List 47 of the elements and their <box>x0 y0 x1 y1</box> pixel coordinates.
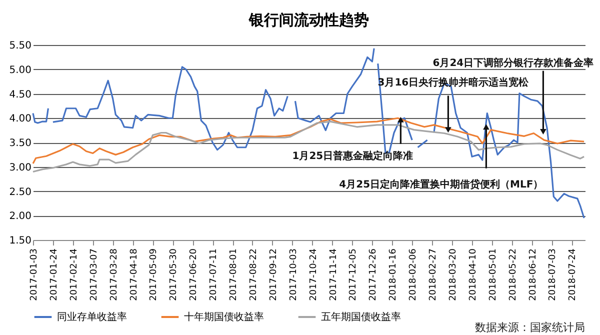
y-tick-label: 4.50 <box>9 89 32 100</box>
x-tick-label: 2017-05-30 <box>169 248 180 301</box>
x-tick-label: 2018-07-24 <box>568 248 578 301</box>
x-tick-label: 2017-12-05 <box>348 248 359 301</box>
x-tick-label: 2017-02-14 <box>69 248 80 301</box>
x-tick-label: 2018-03-20 <box>448 248 458 301</box>
y-tick-label: 3.00 <box>9 162 32 174</box>
x-tick-label: 2017-12-26 <box>368 248 379 301</box>
x-tick-label: 2017-08-01 <box>229 248 240 301</box>
x-tick-label: 2017-01-24 <box>49 248 60 301</box>
annotation: 6月24日下调部分银行存款准备金率 <box>432 56 594 69</box>
y-tick-label: 3.50 <box>9 138 32 149</box>
x-tick-label: 2018-05-01 <box>488 248 498 301</box>
x-tick-label: 2017-06-20 <box>189 248 200 301</box>
y-tick-label: 2.50 <box>9 186 32 198</box>
x-tick-label: 2017-09-12 <box>268 248 279 301</box>
chart-title: 银行间流动性趋势 <box>248 11 369 29</box>
y-tick-label: 5.50 <box>9 40 32 52</box>
x-tick-label: 2017-11-14 <box>328 248 339 301</box>
y-tick-label: 2.00 <box>9 211 32 222</box>
x-tick-label: 2018-01-16 <box>388 248 399 301</box>
legend-label: 十年期国债收益率 <box>184 311 264 323</box>
y-tick-label: 4.00 <box>9 114 32 125</box>
x-tick-label: 2018-05-22 <box>508 248 518 301</box>
x-tick-label: 2017-03-07 <box>89 248 100 301</box>
x-tick-label: 2017-01-03 <box>30 248 40 301</box>
x-tick-label: 2018-04-10 <box>468 248 478 301</box>
x-tick-label: 2018-02-06 <box>408 248 419 301</box>
legend-label: 五年期国债收益率 <box>321 311 401 323</box>
x-tick-label: 2017-10-24 <box>308 248 319 301</box>
x-tick-label: 2017-07-11 <box>209 248 220 301</box>
x-tick-label: 2017-10-03 <box>288 248 299 301</box>
x-tick-label: 2018-02-27 <box>428 248 439 301</box>
x-tick-label: 2017-04-18 <box>129 248 140 301</box>
line-series <box>32 120 585 173</box>
source-note: 数据来源：国家统计局 <box>475 321 585 334</box>
x-tick-label: 2018-06-12 <box>528 248 538 301</box>
y-tick-label: 5.00 <box>9 64 32 76</box>
line-series <box>32 117 585 164</box>
annotation: 1月25日普惠金融定向降准 <box>292 150 414 162</box>
x-tick-label: 2017-03-28 <box>109 248 120 301</box>
x-tick-label: 2018-07-03 <box>548 248 558 301</box>
y-tick-label: 1.50 <box>9 236 32 246</box>
annotation: 4月25日定向降准置换中期借贷便利（MLF） <box>339 178 544 190</box>
x-tick-label: 2017-05-09 <box>149 248 160 301</box>
legend-label: 同业存单收益率 <box>57 311 127 323</box>
x-tick-label: 2017-08-22 <box>248 248 259 301</box>
